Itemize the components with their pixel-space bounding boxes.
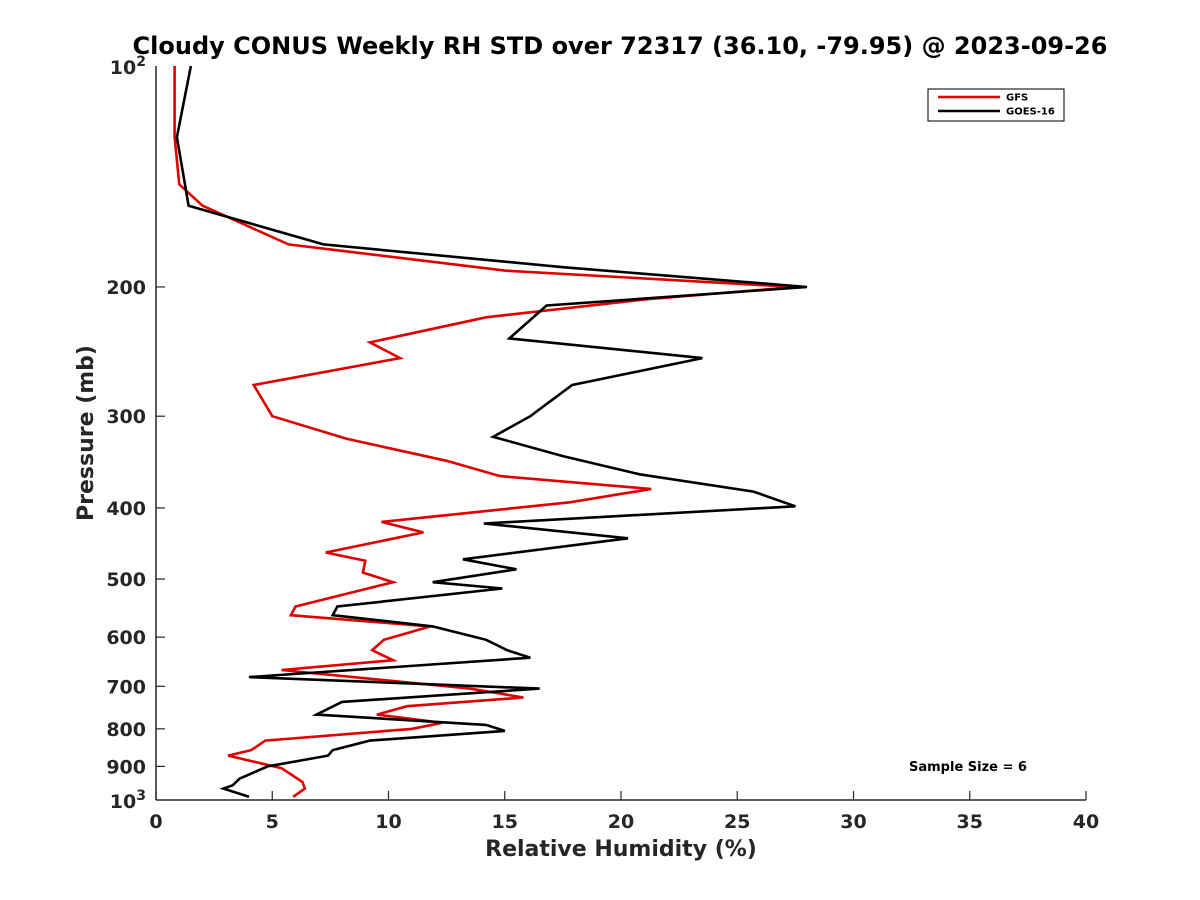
y-tick-label: 400	[106, 498, 146, 520]
legend: GFS GOES-16	[927, 88, 1065, 122]
x-tick-label: 40	[1073, 811, 1099, 833]
y-tick-label: 700	[106, 676, 146, 698]
x-tick-label: 20	[608, 811, 634, 833]
y-axis-label: Pressure (mb)	[74, 345, 99, 521]
y-tick-label: 600	[106, 627, 146, 649]
x-tick-label: 10	[375, 811, 401, 833]
y-tick-label: 900	[106, 756, 146, 778]
y-tick-label: 800	[106, 719, 146, 741]
y-tick-label: 500	[106, 569, 146, 591]
x-tick-label: 15	[492, 811, 518, 833]
legend-box	[927, 88, 1065, 122]
series-layer	[173, 65, 808, 799]
y-axis-ticks: 200 300 400 500 600 700 800 900 102 103	[106, 54, 165, 813]
series-line-goes16	[175, 65, 808, 799]
x-tick-label: 30	[840, 811, 866, 833]
x-tick-label: 35	[957, 811, 983, 833]
x-tick-label: 5	[266, 811, 279, 833]
legend-label-gfs: GFS	[1006, 93, 1028, 104]
y-tick-label: 300	[106, 406, 146, 428]
y-tick-label: 200	[106, 277, 146, 299]
x-tick-label: 0	[149, 811, 162, 833]
sample-size-annotation: Sample Size = 6	[909, 760, 1027, 775]
y-tick-label-power: 102	[110, 54, 146, 79]
legend-label-goes16: GOES-16	[1006, 107, 1055, 118]
y-tick-label-power: 103	[110, 788, 146, 813]
chart-title: Cloudy CONUS Weekly RH STD over 72317 (3…	[133, 32, 1108, 60]
x-tick-label: 25	[724, 811, 750, 833]
series-line-gfs	[173, 66, 796, 798]
x-axis-label: Relative Humidity (%)	[485, 837, 757, 862]
x-axis-ticks: 0 5 10 15 20 25 30 35 40	[149, 791, 1099, 833]
